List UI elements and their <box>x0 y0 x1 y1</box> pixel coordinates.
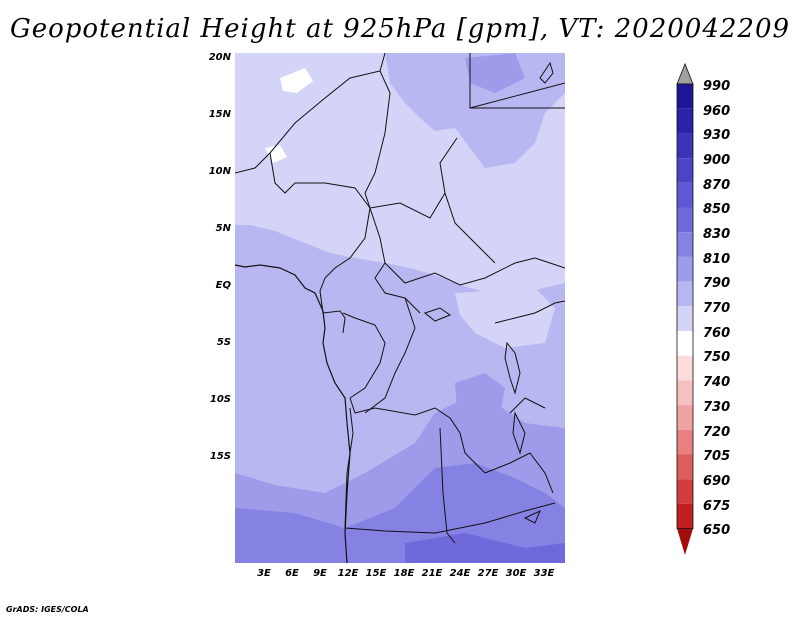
colorbar-label-850: 850 <box>703 202 731 217</box>
colorbar-label-810: 810 <box>703 252 731 267</box>
lon-label-15e: 15E <box>365 568 387 579</box>
colorbar-label-960: 960 <box>703 104 731 119</box>
colorbar-label-930: 930 <box>703 128 731 143</box>
colorbar-label-830: 830 <box>703 227 731 242</box>
colorbar-swatch-770 <box>677 306 693 331</box>
coastline <box>235 264 351 563</box>
colorbar-swatch-900 <box>677 158 693 183</box>
colorbar-label-690: 690 <box>703 474 731 489</box>
colorbar-swatch-850 <box>677 207 693 233</box>
colorbar-top-arrow <box>676 62 694 85</box>
field-patch-white-2 <box>265 145 287 163</box>
colorbar-label-650: 650 <box>703 523 731 538</box>
lat-label-15s: 15S <box>209 451 231 462</box>
field-patch-central-light <box>455 288 555 348</box>
lat-label-10s: 10S <box>209 394 231 405</box>
colorbar-swatch-870 <box>677 182 693 208</box>
field-patch-south-deep <box>405 533 565 563</box>
colorbar-bottom-arrow <box>677 528 693 555</box>
lon-label-3e: 3E <box>257 568 271 579</box>
field-patch-white-1 <box>280 68 313 93</box>
colorbar-swatch-705 <box>677 454 693 480</box>
colorbar-label-760: 760 <box>703 326 731 341</box>
colorbar-swatch-990 <box>677 84 693 109</box>
colorbar-swatch-760 <box>677 331 693 356</box>
colorbar <box>676 62 694 555</box>
lon-label-27e: 27E <box>477 568 499 579</box>
colorbar-label-750: 750 <box>703 350 731 365</box>
colorbar-label-705: 705 <box>703 449 731 464</box>
lat-label-10n: 10N <box>208 166 231 177</box>
lon-label-6e: 6E <box>285 568 299 579</box>
lon-label-30e: 30E <box>505 568 527 579</box>
colorbar-label-990: 990 <box>703 79 731 94</box>
colorbar-swatch-790 <box>677 281 693 307</box>
colorbar-swatch-690 <box>677 479 693 504</box>
lat-label-5s: 5S <box>216 337 231 348</box>
colorbar-swatch-730 <box>677 405 693 430</box>
lon-label-33e: 33E <box>533 568 555 579</box>
map-title: Geopotential Height at 925hPa [gpm], VT:… <box>9 14 791 44</box>
colorbar-outline <box>676 83 694 530</box>
lat-label-5n: 5N <box>215 223 231 234</box>
colorbar-label-790: 790 <box>703 276 731 291</box>
colorbar-swatch-675 <box>677 503 693 529</box>
colorbar-swatch-830 <box>677 232 693 257</box>
credit-text: GrADS: IGES/COLA <box>6 605 89 614</box>
lon-label-24e: 24E <box>449 568 471 579</box>
lon-label-18e: 18E <box>393 568 415 579</box>
field-patch-ne <box>465 53 525 93</box>
lon-label-12e: 12E <box>337 568 359 579</box>
colorbar-label-675: 675 <box>703 499 731 514</box>
field-patch-east <box>455 373 505 423</box>
country-borders <box>235 53 565 544</box>
colorbar-swatch-930 <box>677 133 693 159</box>
colorbar-label-730: 730 <box>703 400 731 415</box>
lon-label-21e: 21E <box>421 568 443 579</box>
lat-label-eq: EQ <box>215 280 231 291</box>
colorbar-swatch-740 <box>677 380 693 406</box>
field-band-northeast <box>385 53 565 168</box>
colorbar-swatch-750 <box>677 355 693 381</box>
colorbar-swatch-810 <box>677 256 693 282</box>
colorbar-label-870: 870 <box>703 178 731 193</box>
lat-label-20n: 20N <box>208 52 231 63</box>
geopotential-map <box>235 53 565 563</box>
lon-label-9e: 9E <box>313 568 327 579</box>
map-panel[interactable] <box>235 53 565 563</box>
colorbar-label-770: 770 <box>703 301 731 316</box>
colorbar-label-740: 740 <box>703 375 731 390</box>
colorbar-swatch-720 <box>677 429 693 455</box>
lat-label-15n: 15N <box>208 109 231 120</box>
colorbar-label-720: 720 <box>703 425 731 440</box>
lakes <box>423 61 554 524</box>
colorbar-label-900: 900 <box>703 153 731 168</box>
colorbar-swatch-960 <box>677 108 693 134</box>
